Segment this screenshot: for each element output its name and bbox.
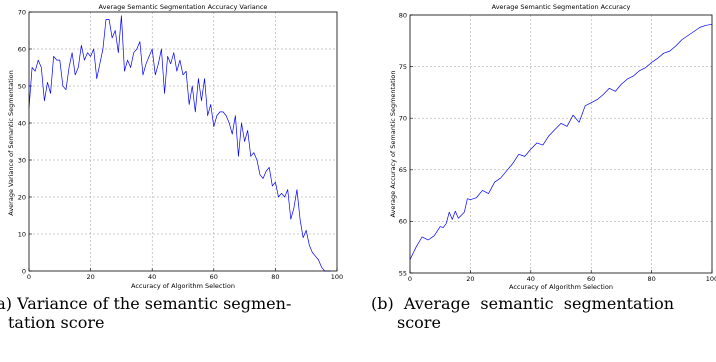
chart-a-ytick-label: 70	[18, 8, 26, 16]
chart-b-ytick-label: 55	[399, 269, 407, 277]
chart-a-xtick-label: 100	[331, 273, 343, 281]
chart-a-xtick-label: 0	[27, 273, 31, 281]
chart-a-ytick-label: 0	[22, 267, 26, 275]
chart-a-xlabel: Accuracy of Algorithm Selection	[131, 282, 235, 290]
chart-a-frame	[28, 11, 338, 272]
chart-a-ytick-label: 50	[18, 82, 26, 90]
chart-b-grid	[410, 15, 712, 273]
chart-a-ticks: 0 20 40 60 80 100 0 10 20 30 40 50 60 70	[18, 8, 343, 281]
chart-b-ytick-label: 80	[399, 11, 407, 19]
chart-b-line	[409, 23, 713, 260]
chart-b-ticks: 0 20 40 60 80 100 55 60 65 70 75 80	[399, 11, 716, 283]
caption-b-line2: score	[397, 313, 441, 332]
chart-b-xtick-label: 80	[647, 275, 655, 283]
caption-b: (b) Average semantic segmentation score	[371, 294, 674, 332]
chart-a-ytick-label: 10	[18, 230, 26, 238]
chart-a-xtick-label: 60	[210, 273, 218, 281]
chart-b-ytick-label: 60	[399, 218, 407, 226]
chart-a-series	[28, 15, 331, 272]
chart-b-xtick-label: 0	[408, 275, 412, 283]
chart-b-frame	[409, 14, 713, 274]
caption-b-line1: (b) Average semantic segmentation	[371, 294, 675, 313]
chart-a-ylabel: Average Variance of Semantic Segmentatio…	[7, 70, 15, 215]
chart-b-title: Average Semantic Segmentation Accuracy	[492, 3, 631, 11]
chart-b-xlabel: Accuracy of Algorithm Selection	[509, 283, 613, 291]
chart-b-ytick-label: 65	[399, 166, 407, 174]
chart-b-xtick-label: 100	[706, 275, 716, 283]
chart-a-xtick-label: 20	[86, 273, 94, 281]
caption-a: (a) Variance of the semantic segmen- tat…	[0, 294, 291, 332]
caption-a-line1: (a) Variance of the semantic segmen-	[0, 294, 292, 313]
chart-a-ytick-label: 20	[18, 193, 26, 201]
chart-a-ytick-label: 40	[18, 119, 26, 127]
chart-a-line	[28, 15, 331, 272]
chart-a-ytick-label: 60	[18, 45, 26, 53]
chart-a-title: Average Semantic Segmentation Accuracy V…	[99, 3, 268, 11]
chart-a-grid	[29, 12, 337, 271]
chart-a-ytick-label: 30	[18, 156, 26, 164]
chart-b-ytick-label: 75	[399, 63, 407, 71]
chart-b-xtick-label: 40	[527, 275, 535, 283]
chart-a-xtick-label: 40	[148, 273, 156, 281]
chart-b-xtick-label: 60	[587, 275, 595, 283]
chart-b-ytick-label: 70	[399, 115, 407, 123]
chart-a-xtick-label: 80	[271, 273, 279, 281]
chart-b-ylabel: Average Accuracy of Semantic Segmentatio…	[389, 70, 397, 217]
chart-b-xtick-label: 20	[466, 275, 474, 283]
caption-a-line2: tation score	[8, 313, 105, 332]
chart-b-series	[409, 23, 713, 260]
